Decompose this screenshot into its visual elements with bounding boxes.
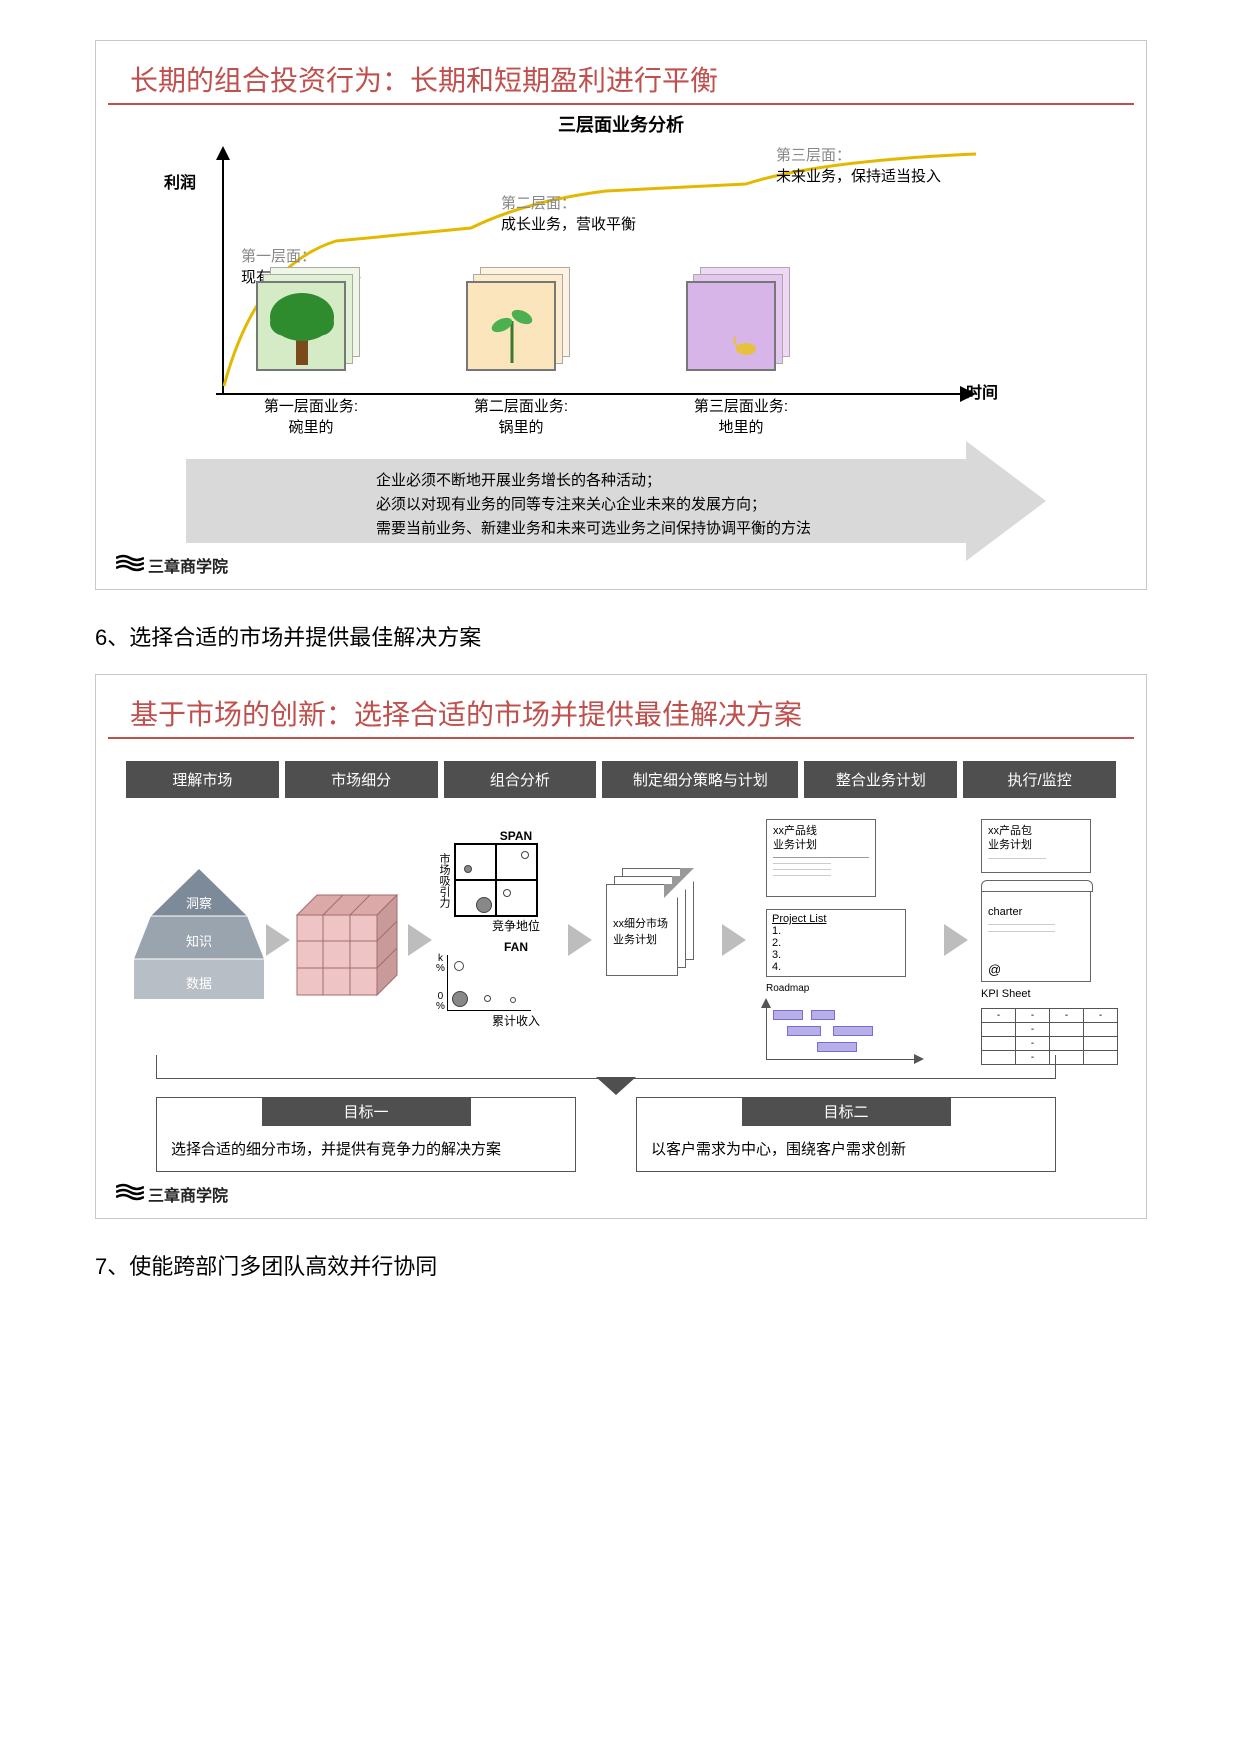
arrow-head-icon xyxy=(966,441,1046,561)
tier3-caption: 第三层面业务: 地里的 xyxy=(676,396,806,438)
roadmap-label: Roadmap xyxy=(766,983,936,994)
goal-2: 目标二 以客户需求为中心，围绕客户需求创新 xyxy=(636,1097,1056,1172)
process-step-bar: 理解市场 市场细分 组合分析 制定细分策略与计划 整合业务计划 执行/监控 xyxy=(126,761,1116,798)
charter-doc: charter @ xyxy=(981,887,1091,982)
span-y-label: 市场吸引力 xyxy=(436,853,452,908)
span-x-label: 竞争地位 xyxy=(466,917,566,934)
flow-arrow-3-icon xyxy=(568,924,592,956)
slide2-body: 理解市场 市场细分 组合分析 制定细分策略与计划 整合业务计划 执行/监控 洞察… xyxy=(96,739,1146,1209)
y-axis-label: 利润 xyxy=(164,169,196,193)
span-title: SPAN xyxy=(466,829,566,843)
summary-arrow-text: 企业必须不断地开展业务增长的各种活动； 必须以对现有业务的同等专注来关心企业未来… xyxy=(186,459,966,543)
fan-title: FAN xyxy=(466,940,566,954)
span-quadrant xyxy=(454,843,538,917)
roadmap-chart-icon xyxy=(766,1004,916,1060)
flow-arrow-2-icon xyxy=(408,924,432,956)
kpi-sheet-label: KPI Sheet xyxy=(981,988,1136,1000)
wave-icon xyxy=(116,554,144,577)
flow-arrow-1-icon xyxy=(266,924,290,956)
layer3-label: 第三层面： 未来业务，保持适当投入 xyxy=(776,145,941,187)
summary-arrow: 企业必须不断地开展业务增长的各种活动； 必须以对现有业务的同等专注来关心企业未来… xyxy=(186,441,1056,561)
flow-area: 洞察 知识 数据 xyxy=(126,814,1116,1054)
fan-chart xyxy=(447,955,531,1011)
sprout-icon xyxy=(468,283,554,369)
tier2-caption: 第二层面业务: 锅里的 xyxy=(456,396,586,438)
flow-arrow-4-icon xyxy=(722,924,746,956)
step-5: 整合业务计划 xyxy=(804,761,957,798)
product-package-plan-doc: xx产品包 业务计划 xyxy=(981,819,1091,873)
step-6: 执行/监控 xyxy=(963,761,1116,798)
seed-icon xyxy=(688,283,774,369)
segment-plan-docs-icon: xx细分市场 业务计划 xyxy=(606,884,696,994)
heading-6: 6、选择合适的市场并提供最佳解决方案 xyxy=(95,620,1147,652)
layer2-label: 第二层面： 成长业务，营收平衡 xyxy=(501,193,636,235)
goals-row: 目标一 选择合适的细分市场，并提供有竞争力的解决方案 目标二 以客户需求为中心，… xyxy=(156,1097,1056,1172)
tier1-caption: 第一层面业务: 碗里的 xyxy=(246,396,376,438)
school-logo: 三章商学院 xyxy=(116,1182,228,1206)
wave-icon xyxy=(116,1183,144,1206)
tier1-icon xyxy=(256,281,346,371)
bracket-icon xyxy=(156,1055,1056,1079)
slide-long-term-investment: 长期的组合投资行为：长期和短期盈利进行平衡 三层面业务分析 利润 时间 第一层面… xyxy=(95,40,1147,590)
slide2-title: 基于市场的创新：选择合适的市场并提供最佳解决方案 xyxy=(108,675,1134,739)
goal-1: 目标一 选择合适的细分市场，并提供有竞争力的解决方案 xyxy=(156,1097,576,1172)
span-fan-charts: SPAN 市场吸引力 竞争地位 FAN k % xyxy=(436,829,566,1029)
project-list-doc: Project List 1. 2. 3. 4. xyxy=(766,909,906,977)
school-logo: 三章商学院 xyxy=(116,553,228,577)
tree-icon xyxy=(258,283,344,369)
step-4: 制定细分策略与计划 xyxy=(602,761,798,798)
tier3-icon xyxy=(686,281,776,371)
integrate-plan-column: xx产品线 业务计划 Project List 1. 2. 3. 4. Road… xyxy=(766,819,936,1060)
triangle-down-icon xyxy=(596,1077,636,1095)
heading-7: 7、使能跨部门多团队高效并行协同 xyxy=(95,1249,1147,1281)
step-1: 理解市场 xyxy=(126,761,279,798)
pyramid-icon: 洞察 知识 数据 xyxy=(134,869,264,999)
step-3: 组合分析 xyxy=(444,761,597,798)
tier2-icon xyxy=(466,281,556,371)
slide1-title: 长期的组合投资行为：长期和短期盈利进行平衡 xyxy=(108,41,1134,105)
slide1-subtitle: 三层面业务分析 xyxy=(96,111,1146,137)
fan-y-label: k % 0 % xyxy=(436,954,445,1012)
flow-arrow-5-icon xyxy=(944,924,968,956)
slide1-body: 三层面业务分析 利润 时间 第一层面： 现有业务，现金牛 第二层面： 成长业务，… xyxy=(96,111,1146,581)
step-2: 市场细分 xyxy=(285,761,438,798)
fan-x-label: 累计收入 xyxy=(466,1012,566,1029)
execute-column: xx产品包 业务计划 charter @ KPI Sheet ---- - - xyxy=(981,819,1136,1065)
product-line-plan-doc: xx产品线 业务计划 xyxy=(766,819,876,897)
cube-icon xyxy=(291,889,401,999)
slide-market-innovation: 基于市场的创新：选择合适的市场并提供最佳解决方案 理解市场 市场细分 组合分析 … xyxy=(95,674,1147,1219)
